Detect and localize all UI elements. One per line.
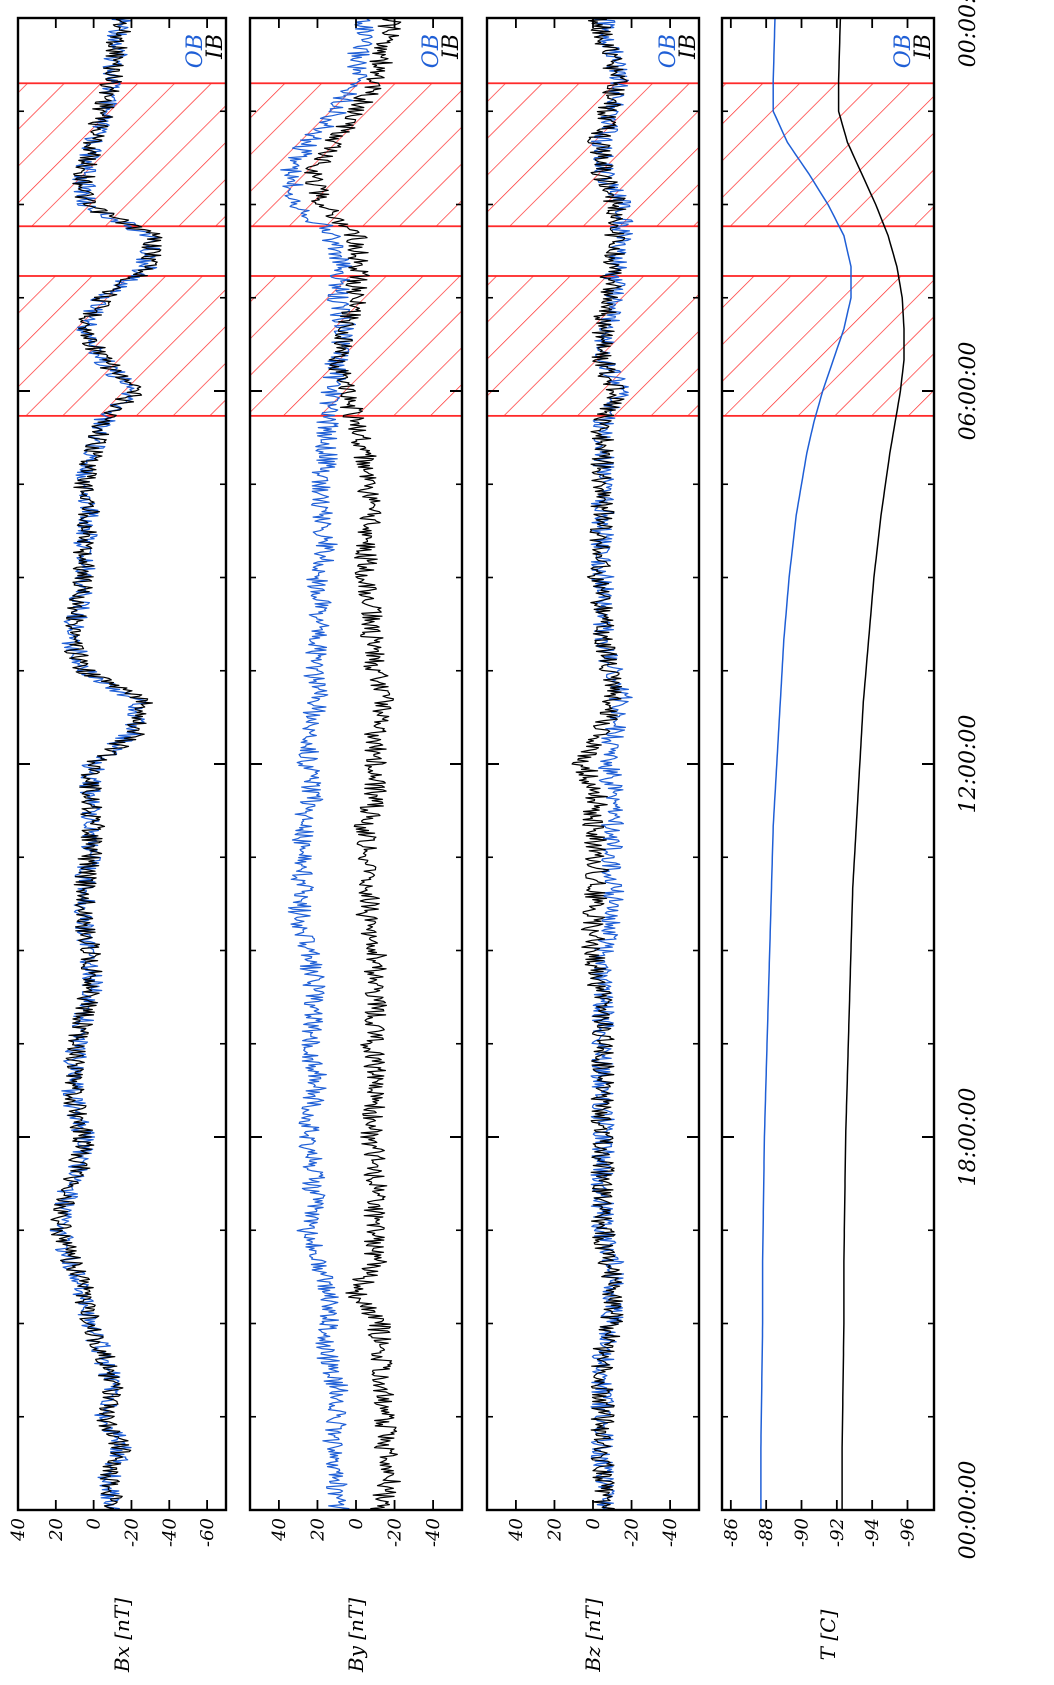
legend-ob: OB — [419, 34, 444, 68]
series-ob-line — [49, 17, 161, 1511]
panel-frame — [248, 16, 464, 1512]
value-tick-label: 40 — [506, 1518, 527, 1542]
panel-frame — [16, 16, 228, 1512]
value-tick-label: -40 — [660, 1518, 681, 1547]
legend-ib: IB — [911, 34, 936, 60]
time-tick-label: 12:00:00 — [956, 715, 981, 814]
hatched-interval-2 — [17, 275, 227, 417]
value-tick-label: -40 — [423, 1518, 444, 1547]
legend-ob: OB — [656, 34, 681, 68]
value-tick-label: 40 — [269, 1518, 290, 1542]
axis-label: By [nT] — [344, 1598, 368, 1673]
time-tick-label: 00:00:00 — [956, 1461, 981, 1560]
value-tick-label: 0 — [346, 1518, 367, 1529]
hatched-interval-2 — [486, 275, 700, 417]
value-tick-label: -60 — [197, 1518, 218, 1547]
hatched-interval-2 — [249, 275, 463, 417]
value-tick-label: -20 — [622, 1518, 643, 1547]
panel-frame — [720, 16, 936, 1512]
value-tick-label: -88 — [756, 1518, 777, 1547]
series-ib-line — [304, 17, 402, 1511]
hatched-interval-1 — [486, 82, 700, 228]
value-tick-label: 40 — [8, 1518, 29, 1542]
hatched-interval-2 — [721, 275, 935, 417]
value-tick-label: -90 — [792, 1518, 813, 1547]
legend-ob: OB — [891, 34, 916, 68]
value-tick-label: -96 — [898, 1518, 919, 1547]
axis-label: T [C] — [816, 1610, 840, 1661]
series-ob-line — [590, 17, 634, 1511]
hatched-interval-1 — [721, 82, 935, 228]
series-ib-line — [49, 17, 163, 1511]
series-ib-line — [837, 17, 905, 1510]
value-tick-label: -86 — [721, 1518, 742, 1547]
value-tick-label: 20 — [544, 1518, 565, 1542]
value-tick-label: -94 — [862, 1518, 883, 1547]
value-tick-label: -20 — [385, 1518, 406, 1547]
time-tick-label: 00:00:00 — [956, 0, 981, 67]
hatched-interval-1 — [17, 82, 227, 228]
legend-ib: IB — [203, 34, 228, 60]
hatched-interval-1 — [249, 82, 463, 228]
legend-ob: OB — [183, 34, 208, 68]
value-tick-label: 0 — [583, 1518, 604, 1529]
time-tick-label: 06:00:00 — [956, 342, 981, 441]
legend-ib: IB — [439, 34, 464, 60]
value-tick-label: -40 — [159, 1518, 180, 1547]
value-tick-label: 20 — [307, 1518, 328, 1542]
legend-ib: IB — [676, 34, 701, 60]
series-ib-line — [571, 17, 628, 1511]
value-tick-label: 0 — [84, 1518, 105, 1529]
series-ob-line — [760, 17, 852, 1510]
series-ob-line — [280, 17, 375, 1511]
panel-frame — [485, 16, 701, 1512]
time-tick-label: 18:00:00 — [956, 1088, 981, 1187]
axis-label: Bx [nT] — [110, 1598, 134, 1673]
time-axis-labels: 00:00:00 06:00:00 12:00:00 18:00:00 00:00:00 — [956, 0, 981, 1559]
value-tick-label: -20 — [121, 1518, 142, 1547]
axis-label: Bz [nT] — [581, 1598, 605, 1673]
value-tick-label: 20 — [46, 1518, 67, 1542]
value-tick-label: -92 — [827, 1518, 848, 1547]
